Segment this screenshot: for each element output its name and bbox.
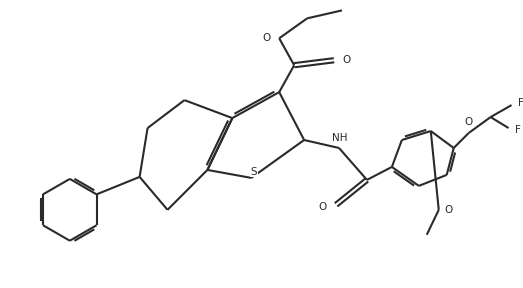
Text: O: O: [319, 202, 327, 212]
Text: S: S: [251, 167, 257, 177]
Text: F: F: [518, 98, 523, 108]
Text: NH: NH: [332, 133, 347, 143]
Text: O: O: [464, 117, 472, 127]
Text: O: O: [445, 205, 453, 215]
Text: O: O: [262, 33, 270, 43]
Text: F: F: [515, 125, 520, 135]
Text: O: O: [343, 55, 351, 65]
